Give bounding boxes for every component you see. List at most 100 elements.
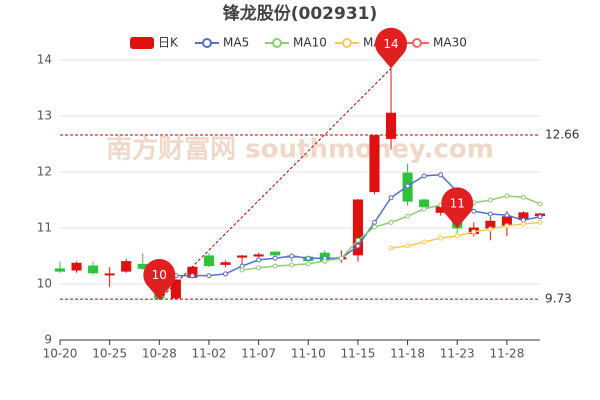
ma-point [438,172,444,178]
ma-point [289,253,295,259]
x-tick-label: 11-10 [291,347,326,361]
ma-point [239,267,245,273]
candle-body [203,255,215,267]
ma-point [405,183,411,189]
ma-point [272,255,278,261]
y-tick-label: 9 [44,333,52,347]
ma-point [371,219,377,225]
ma-point [520,194,526,200]
candle-body [270,251,281,256]
x-tick-label: 11-07 [241,347,276,361]
watermark: 南方财富网 southmoney.com [106,134,494,165]
x-tick-label: 10-28 [142,347,177,361]
ma-point [388,245,394,251]
marker-pin [441,187,474,228]
trend-line [158,68,392,301]
legend-swatch [412,38,422,48]
legend-swatch [342,38,352,48]
ma-point [537,219,543,225]
candle-body [419,199,430,208]
legend-label: MA10 [293,36,327,50]
ma-point [305,261,311,267]
candle-body [237,255,248,258]
ma-point [421,206,427,212]
ma-point [189,273,195,279]
x-tick-label: 11-18 [390,347,425,361]
legend-label: MA5 [223,36,249,50]
ma-point [355,243,361,249]
ma-point [520,217,526,223]
candle-body [385,112,397,139]
marker-label: 11 [450,197,465,211]
ma-point [537,201,543,207]
ma-point [487,226,493,232]
candle-body [352,199,363,256]
ma-point [371,224,377,230]
marker-label: 10 [152,268,167,282]
candle-body [88,265,99,274]
candle-body [170,279,181,299]
ma-point [537,214,543,220]
ma-point [471,208,477,214]
ma-point [322,258,328,264]
ma-point [487,197,493,203]
x-tick-label: 11-23 [440,347,475,361]
chart-title: 锋龙股份(002931) [223,3,378,24]
candle-body [253,254,264,257]
marker-pin [375,27,408,69]
legend-swatch [130,37,154,49]
ma-line [241,195,541,271]
ma-point [438,235,444,241]
x-tick-label: 11-02 [192,347,227,361]
ma-point [421,239,427,245]
x-tick-label: 10-20 [43,347,78,361]
candle-body [71,262,82,271]
y-tick-label: 12 [37,165,52,179]
ma-point [223,271,229,277]
legend-swatch [202,38,212,48]
y-tick-label: 13 [37,109,52,123]
ma-point [355,237,361,243]
ma-point [256,265,262,271]
reference-label: 9.73 [545,292,572,306]
ma-line [159,174,541,279]
ma-point [454,233,460,239]
legend-swatch [272,38,282,48]
candle-body [54,268,66,272]
ma-point [504,223,510,229]
ma-point [504,212,510,218]
ma-point [289,262,295,268]
ma-point [405,243,411,249]
candle-body [220,262,231,265]
y-tick-label: 11 [37,221,52,235]
reference-label: 12.66 [545,128,579,142]
ma-point [305,255,311,261]
marker-label: 14 [383,37,398,51]
marker-pin [143,259,176,300]
x-tick-label: 11-15 [340,347,375,361]
x-tick-label: 11-28 [489,347,524,361]
ma-point [272,263,278,269]
y-tick-label: 10 [37,277,52,291]
ma-point [421,173,427,179]
legend-label: 日K [158,36,179,50]
ma-point [239,263,245,269]
ma-point [471,229,477,235]
ma-point [206,273,212,279]
ma-point [405,213,411,219]
y-tick-label: 14 [37,53,52,67]
ma-point [388,195,394,201]
ma-point [520,221,526,227]
candle-body [369,135,380,193]
candle-body [121,261,132,272]
x-tick-label: 10-25 [92,347,127,361]
ma-point [256,257,262,263]
ma-point [487,211,493,217]
ma-point [338,255,344,261]
candle-body [104,273,115,276]
legend-label: MA30 [433,36,467,50]
ma-point [504,193,510,199]
ma-line [390,221,541,249]
ma-point [388,219,394,225]
